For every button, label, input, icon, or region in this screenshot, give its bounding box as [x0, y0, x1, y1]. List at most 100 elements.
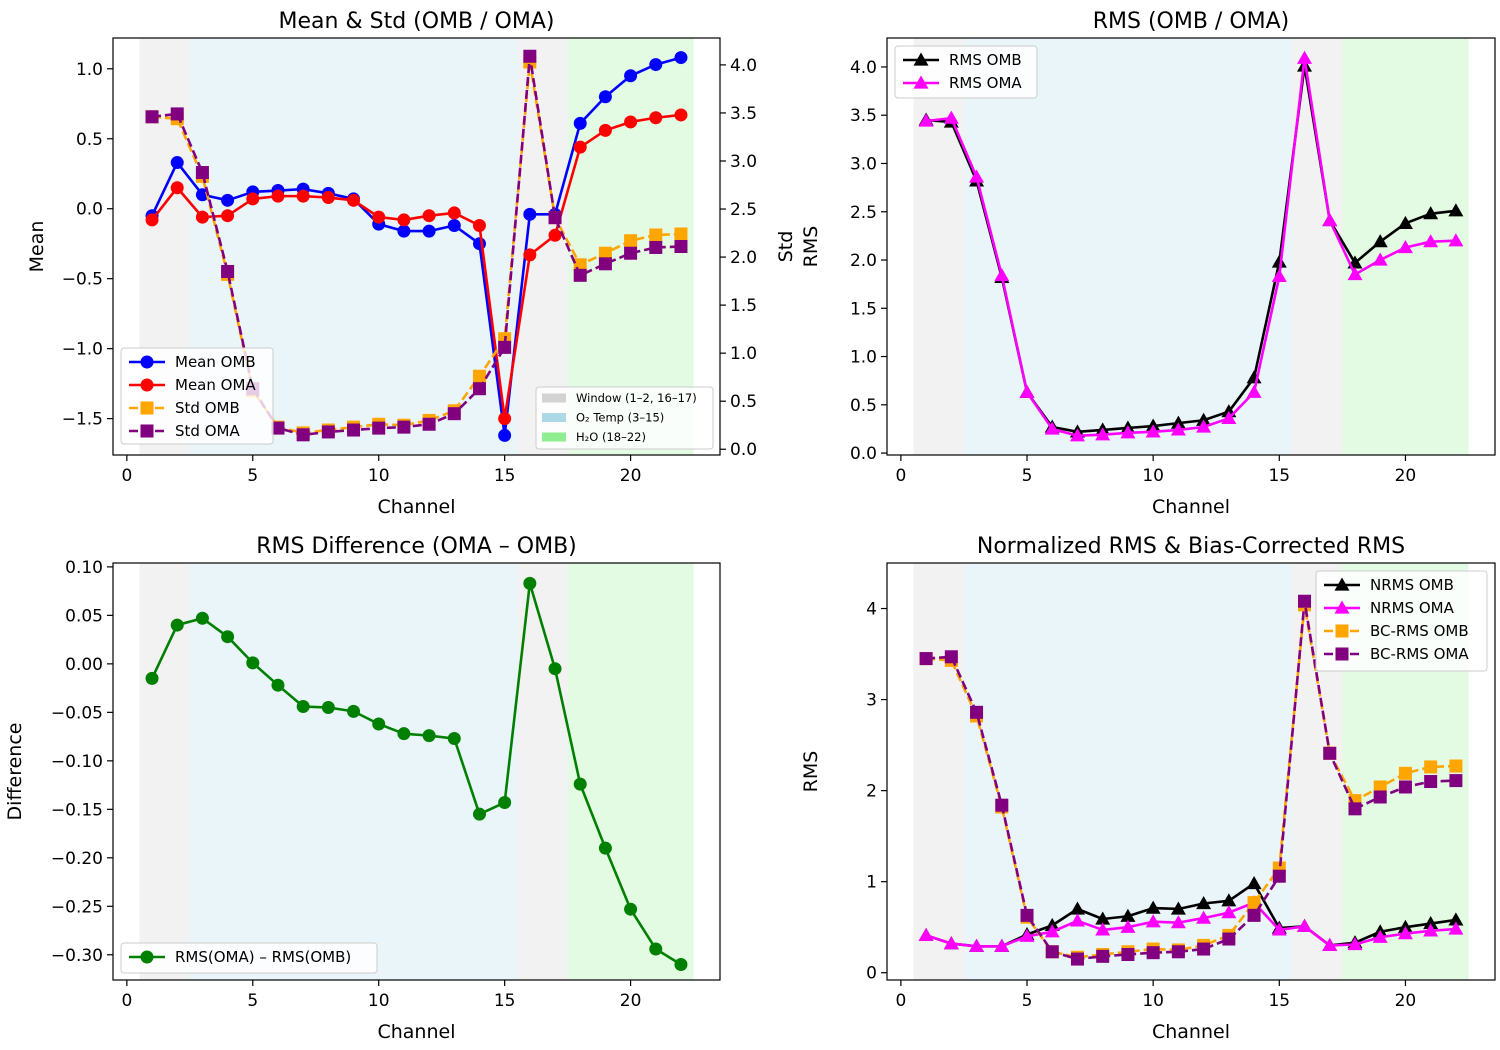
data-point [598, 123, 612, 137]
legend-entry: BC-RMS OMB [1370, 622, 1469, 640]
data-point [970, 705, 984, 719]
data-point [943, 936, 959, 950]
data-point [548, 211, 562, 225]
x-tick-label: 5 [247, 991, 258, 1011]
data-point [221, 264, 235, 278]
region-swatch [542, 432, 566, 442]
data-point [624, 69, 638, 83]
x-tick-label: 20 [620, 466, 642, 486]
axes-frame [886, 37, 1496, 456]
data-point [1397, 239, 1413, 254]
x-tick-label: 10 [1142, 466, 1164, 486]
data-point [1044, 924, 1060, 938]
data-point [447, 407, 461, 421]
y-axis-label: RMS [800, 751, 822, 793]
data-point [246, 656, 260, 670]
x-tick-label: 5 [1022, 991, 1033, 1011]
legend-entry: Std OMA [175, 422, 240, 440]
y-tick-label: 0 [866, 964, 877, 984]
subplot-3: 0 5 10 15 20 0.10 0.05 0.00 −0.05 −0.10 −0.15 −0.20… [4, 534, 721, 1043]
data-point [1424, 775, 1438, 789]
data-point [573, 116, 587, 130]
data-point [221, 630, 235, 644]
data-point [170, 618, 184, 632]
data-point [271, 189, 285, 203]
data-point [221, 209, 235, 223]
data-point [1448, 233, 1464, 247]
data-point [145, 671, 159, 685]
data-point [1095, 922, 1111, 936]
legend: NRMS OMB NRMS OMA BC-RMS OMB BC-RMS OMA [1315, 570, 1488, 672]
data-point [472, 807, 486, 821]
data-point [1298, 594, 1312, 608]
data-point [347, 704, 361, 718]
data-point [1196, 896, 1212, 910]
data-point [649, 228, 663, 242]
data-point [1145, 424, 1161, 438]
data-point [1271, 254, 1287, 268]
data-point [472, 369, 486, 383]
region-band [517, 563, 568, 980]
data-point [145, 213, 159, 227]
data-point [472, 219, 486, 233]
x-tick-label: 0 [895, 991, 906, 1011]
data-point [548, 662, 562, 676]
legend-entry: Mean OMB [175, 353, 256, 371]
data-point [170, 181, 184, 195]
data-point [1398, 766, 1412, 780]
y2-tick-label: 1.5 [730, 296, 757, 316]
x-tick-label: 10 [368, 991, 390, 1011]
data-point [1221, 410, 1237, 424]
x-tick-label: 0 [121, 991, 132, 1011]
legend-entry: NRMS OMA [1370, 599, 1455, 617]
data-point [422, 417, 436, 431]
legend: RMS OMB RMS OMA [894, 45, 1038, 99]
data-point [1322, 937, 1338, 952]
x-tick-label: 20 [620, 991, 642, 1011]
data-point [994, 938, 1010, 952]
data-point [1247, 896, 1261, 910]
y-tick-label: 1.5 [850, 299, 877, 319]
data-point [447, 219, 461, 233]
y2-tick-label: 3.5 [730, 104, 757, 124]
region-swatch [542, 413, 566, 422]
y-tick-label: −1.5 [62, 410, 103, 430]
data-point [1247, 908, 1261, 922]
data-point [498, 796, 512, 810]
y-tick-label: −0.20 [51, 849, 103, 869]
data-point [598, 246, 612, 260]
data-point [1019, 928, 1035, 942]
y-tick-label: 1.0 [76, 60, 103, 80]
legend-entry: BC-RMS OMA [1370, 645, 1469, 663]
y-tick-label: 0.0 [76, 200, 103, 220]
data-point [1348, 802, 1362, 816]
data-point [1423, 206, 1439, 220]
data-point [195, 166, 209, 180]
data-point [919, 652, 933, 666]
data-point [195, 611, 209, 625]
y2-tick-label: 0.0 [730, 440, 757, 460]
data-point [1449, 759, 1463, 773]
data-point [1171, 945, 1185, 959]
data-point [1372, 252, 1388, 266]
y-tick-label: −0.15 [51, 800, 103, 820]
y2-tick-label: 2.5 [730, 200, 757, 220]
x-tick-label: 5 [1022, 466, 1033, 486]
data-point [221, 193, 235, 207]
y-tick-label: −1.0 [62, 340, 103, 360]
y-tick-label: 0.5 [76, 130, 103, 150]
data-point [1170, 901, 1186, 915]
data-point [1271, 268, 1287, 283]
subplot-2: 0 5 10 15 20 4.0 3.5 3.0 2.5 2.0 1.5 1.0 0.5 0.0 RMS (… [800, 9, 1496, 518]
data-point [1271, 922, 1287, 936]
data-point [1121, 948, 1135, 962]
data-point [944, 650, 958, 664]
series-line [925, 56, 1456, 437]
y2-axis-label: Std [775, 231, 797, 263]
data-point [1246, 875, 1262, 890]
data-point [573, 268, 587, 282]
y-tick-label: 0.05 [65, 606, 103, 626]
x-tick-label: 15 [1268, 466, 1290, 486]
x-axis-label: Channel [377, 1021, 455, 1043]
legend-entry: RMS OMB [949, 51, 1022, 69]
